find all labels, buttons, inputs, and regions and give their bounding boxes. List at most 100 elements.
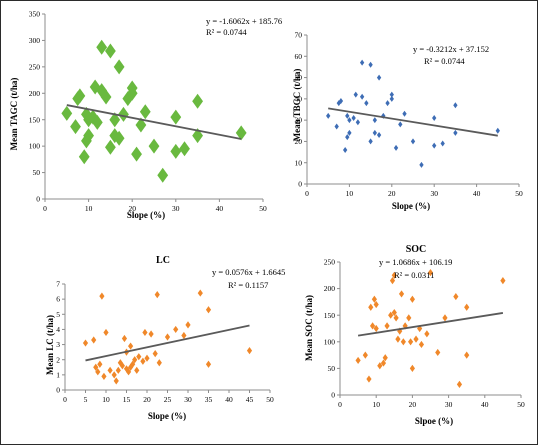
soc-data-point [500, 277, 506, 285]
lc-data-point [142, 328, 148, 337]
soc-x-tick-label: 30 [445, 400, 453, 409]
tagc-data-point [96, 83, 108, 99]
lc-r-squared: R² = 0.1157 [228, 280, 268, 290]
tbgc-data-point [368, 138, 373, 145]
soc-data-point [418, 340, 425, 349]
tbgc-scatter-chart: 0 10 20 30 40 50 0 10 20 30 40 50 60 70 y = -0.3212x … [292, 31, 523, 211]
lc-x-tick-label: 30 [184, 395, 192, 404]
soc-data-point [391, 308, 397, 317]
soc-data-point [453, 292, 459, 301]
lc-chart-title: LC [156, 255, 170, 266]
lc-data-point [113, 377, 119, 385]
tbgc-data-point [453, 102, 458, 109]
lc-x-axis-title: Slope (%) [148, 411, 186, 421]
soc-data-point [427, 269, 434, 277]
lc-data-point [173, 325, 179, 334]
tagc-x-tick-label: 50 [259, 204, 267, 213]
tbgc-y-tick-label: 60 [295, 52, 303, 61]
tbgc-data-point [495, 127, 500, 134]
soc-data-point [424, 330, 430, 338]
tagc-x-tick-label: 20 [128, 204, 136, 213]
tbgc-data-point [336, 100, 341, 107]
tbgc-r-squared: R² = 0.0744 [424, 56, 465, 66]
tagc-y-tick-label: 50 [33, 168, 41, 177]
tagc-data-point [105, 139, 116, 155]
lc-data-point [148, 330, 154, 338]
tbgc-data-point [359, 59, 365, 66]
tbgc-data-point [355, 119, 361, 126]
lc-x-tick-label: 20 [143, 395, 151, 404]
tagc-r-squared: R² = 0.0744 [206, 27, 247, 37]
tagc-data-point [131, 146, 142, 162]
lc-data-point [130, 360, 136, 368]
tbgc-y-axis-title: Mean TBGC (t/ha) [292, 69, 302, 142]
tagc-x-tick-label: 30 [172, 204, 180, 213]
tbgc-data-point [345, 134, 350, 141]
lc-data-point [140, 357, 146, 365]
tagc-y-tick-label: 250 [29, 62, 41, 71]
soc-y-tick-label: 150 [324, 311, 336, 320]
soc-data-point [382, 354, 388, 362]
tbgc-trend-line [328, 107, 498, 137]
lc-y-tick-label: 2 [56, 355, 60, 364]
tagc-x-tick-label: 0 [43, 204, 47, 213]
lc-data-point [197, 289, 203, 297]
soc-x-tick-label: 0 [338, 400, 342, 409]
soc-x-tick-label: 50 [517, 400, 525, 409]
soc-data-point [464, 351, 470, 359]
soc-chart-title: SOC [406, 244, 427, 255]
soc-data-point [362, 351, 368, 359]
lc-y-tick-label: 1 [56, 370, 60, 379]
soc-data-point [391, 271, 397, 279]
tbgc-data-point [338, 97, 344, 104]
tagc-marks: 0 10 20 30 40 50 0 50 100 150 200 250 300 350 [29, 10, 267, 213]
tbgc-y-tick-label: 70 [295, 31, 303, 40]
lc-trend-line [85, 324, 250, 362]
soc-data-point [409, 364, 415, 372]
tagc-y-tick-label: 350 [29, 10, 41, 19]
tagc-data-point [148, 138, 160, 154]
soc-data-point [388, 311, 394, 319]
tbgc-data-point [368, 61, 373, 68]
tagc-data-point [83, 112, 94, 128]
lc-data-point [103, 328, 109, 337]
tbgc-x-tick-label: 40 [473, 189, 481, 198]
tagc-data-point [87, 109, 99, 125]
lc-y-tick-label: 4 [56, 325, 60, 334]
tagc-x-axis-title: Slope (%) [127, 210, 165, 220]
tbgc-data-point [351, 115, 356, 122]
tbgc-data-point [393, 144, 399, 151]
tbgc-data-point [326, 112, 331, 119]
soc-x-axis-title: Slpoe (%) [415, 416, 453, 426]
tagc-data-point [170, 109, 182, 125]
soc-data-point [373, 300, 379, 309]
tagc-data-point [139, 104, 151, 120]
soc-data-point [369, 322, 376, 330]
tagc-y-tick-label: 300 [29, 36, 41, 45]
tagc-y-tick-label: 150 [29, 115, 41, 124]
tbgc-data-point [359, 93, 365, 100]
tbgc-data-point [372, 129, 377, 136]
lc-x-tick-label: 40 [225, 395, 233, 404]
lc-data-point [144, 354, 150, 362]
soc-data-point [407, 338, 414, 346]
soc-x-tick-label: 20 [409, 400, 417, 409]
soc-x-tick-label: 10 [372, 400, 380, 409]
tagc-data-point [235, 125, 247, 141]
soc-y-tick-label: 0 [331, 391, 335, 400]
soc-data-point [389, 277, 396, 285]
lc-x-tick-label: 50 [266, 395, 274, 404]
soc-data-point [398, 290, 405, 298]
lc-data-point [121, 334, 128, 343]
tagc-data-point [109, 128, 121, 144]
tbgc-data-point [410, 138, 416, 145]
tagc-data-point [126, 80, 138, 96]
tbgc-data-point [398, 121, 403, 128]
soc-data-point [397, 327, 403, 335]
tbgc-data-point [376, 74, 382, 81]
lc-data-point [93, 363, 99, 371]
